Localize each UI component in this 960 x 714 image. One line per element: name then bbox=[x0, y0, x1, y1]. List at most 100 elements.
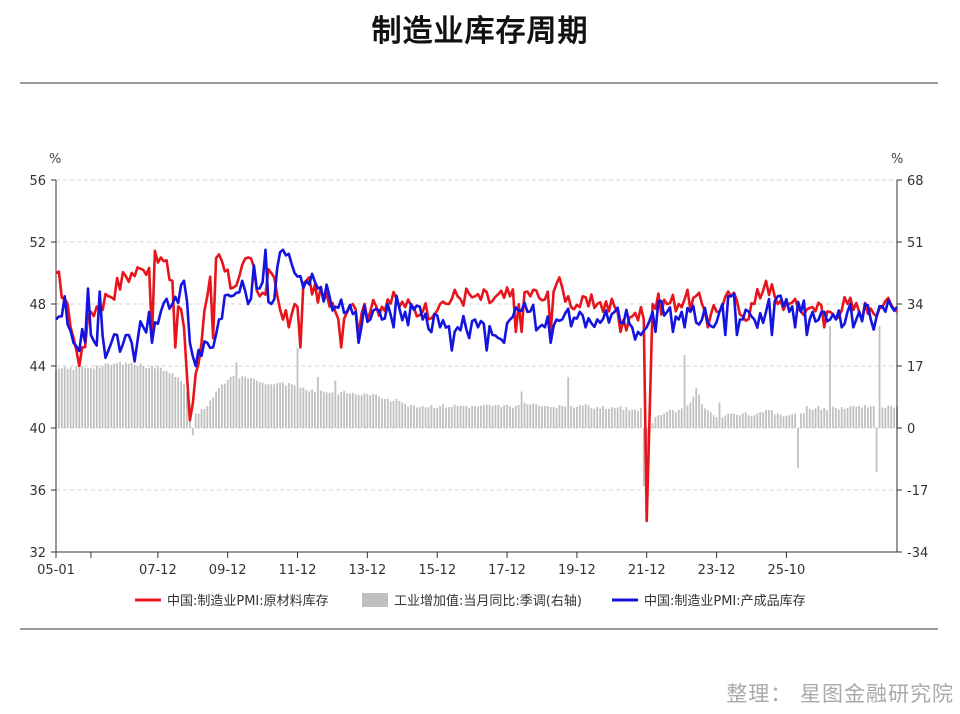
industrial-yoy-bar bbox=[541, 406, 543, 428]
industrial-yoy-bar bbox=[75, 366, 78, 428]
industrial-yoy-bar bbox=[695, 387, 698, 428]
industrial-yoy-bar bbox=[154, 368, 156, 428]
industrial-yoy-bar bbox=[354, 394, 357, 428]
x-tick-label: 09-12 bbox=[209, 563, 247, 578]
industrial-yoy-bar bbox=[317, 376, 319, 428]
industrial-yoy-bar bbox=[372, 393, 375, 428]
industrial-yoy-bar bbox=[334, 380, 337, 428]
industrial-yoy-bar bbox=[127, 363, 130, 428]
industrial-yoy-bar bbox=[567, 376, 570, 428]
industrial-yoy-bar bbox=[555, 408, 558, 428]
industrial-yoy-bar bbox=[503, 405, 506, 428]
x-tick-label: 13-12 bbox=[348, 563, 386, 578]
industrial-yoy-bar bbox=[311, 389, 313, 428]
industrial-yoy-bar bbox=[698, 394, 701, 428]
industrial-yoy-bar bbox=[63, 366, 66, 428]
industrial-yoy-bar bbox=[413, 405, 415, 428]
right-axis-unit: % bbox=[891, 152, 903, 167]
industrial-yoy-bar bbox=[864, 405, 866, 428]
industrial-yoy-bar bbox=[351, 392, 354, 428]
industrial-yoy-bar bbox=[488, 404, 491, 428]
industrial-yoy-bar bbox=[430, 405, 433, 428]
industrial-yoy-bar bbox=[474, 406, 476, 428]
industrial-yoy-bar bbox=[692, 396, 695, 428]
industrial-yoy-bar bbox=[226, 380, 229, 428]
industrial-yoy-bar bbox=[479, 405, 482, 428]
industrial-yoy-bar bbox=[279, 382, 281, 428]
industrial-yoy-bar bbox=[506, 404, 508, 428]
industrial-yoy-bar bbox=[741, 413, 744, 428]
industrial-yoy-bar bbox=[546, 406, 549, 428]
industrial-yoy-bar bbox=[890, 405, 893, 428]
industrial-yoy-bar bbox=[287, 382, 290, 428]
industrial-yoy-bar bbox=[738, 415, 741, 428]
industrial-yoy-bar bbox=[183, 384, 185, 428]
industrial-yoy-bar bbox=[276, 383, 279, 428]
industrial-yoy-bar bbox=[290, 384, 293, 428]
right-tick-label: 0 bbox=[907, 422, 915, 437]
industrial-yoy-bar bbox=[666, 411, 669, 428]
industrial-yoy-bar bbox=[369, 395, 372, 428]
industrial-yoy-bar bbox=[238, 378, 241, 428]
industrial-yoy-bar bbox=[69, 367, 72, 428]
industrial-yoy-bar bbox=[462, 406, 465, 428]
industrial-yoy-bar bbox=[843, 408, 846, 428]
industrial-yoy-bar bbox=[383, 399, 386, 428]
series-lines bbox=[55, 248, 899, 523]
industrial-yoy-bar bbox=[590, 408, 593, 428]
left-tick-label: 32 bbox=[29, 546, 46, 561]
industrial-yoy-bar bbox=[491, 406, 494, 428]
industrial-yoy-bar bbox=[325, 392, 328, 428]
industrial-yoy-bar bbox=[252, 378, 255, 428]
industrial-yoy-bar bbox=[284, 385, 287, 428]
chart-title: 制造业库存周期 bbox=[371, 14, 589, 49]
industrial-yoy-bar bbox=[887, 405, 890, 428]
industrial-yoy-bar bbox=[637, 410, 639, 428]
industrial-yoy-bar bbox=[584, 403, 587, 428]
industrial-yoy-bar bbox=[95, 365, 98, 428]
industrial-yoy-bar bbox=[814, 408, 817, 428]
industrial-yoy-bar bbox=[756, 413, 759, 428]
industrial-yoy-bar bbox=[727, 413, 730, 428]
left-tick-label: 40 bbox=[29, 422, 46, 437]
industrial-yoy-bar bbox=[587, 405, 590, 428]
industrial-yoy-bar bbox=[349, 393, 351, 428]
industrial-yoy-bar bbox=[145, 368, 148, 428]
industrial-yoy-bar bbox=[98, 367, 101, 428]
industrial-yoy-bar bbox=[360, 395, 363, 428]
industrial-yoy-bar bbox=[299, 387, 302, 428]
industrial-yoy-bar bbox=[293, 385, 296, 428]
x-tick-label: 23-12 bbox=[698, 563, 736, 578]
industrial-yoy-bar bbox=[680, 408, 683, 428]
industrial-yoy-bar bbox=[267, 383, 270, 428]
industrial-yoy-bar bbox=[270, 384, 273, 428]
industrial-yoy-bar bbox=[439, 406, 442, 428]
industrial-yoy-bar bbox=[605, 409, 607, 428]
industrial-yoy-bar bbox=[386, 398, 389, 428]
industrial-yoy-bar bbox=[218, 387, 220, 428]
industrial-yoy-bar bbox=[549, 406, 552, 428]
industrial-yoy-bar bbox=[654, 417, 657, 428]
industrial-yoy-bar bbox=[174, 376, 177, 428]
industrial-yoy-bar bbox=[701, 404, 703, 428]
industrial-yoy-bar bbox=[788, 415, 791, 428]
industrial-yoy-bar bbox=[133, 364, 136, 428]
industrial-yoy-bar bbox=[404, 404, 407, 428]
industrial-yoy-bar bbox=[514, 405, 517, 428]
industrial-yoy-bar bbox=[250, 377, 252, 428]
industrial-yoy-bar bbox=[453, 404, 456, 428]
industrial-yoy-bar bbox=[561, 406, 564, 428]
industrial-yoy-bar bbox=[421, 406, 424, 428]
source-credit: 整理： 星图金融研究院 bbox=[726, 682, 954, 706]
industrial-yoy-bar bbox=[156, 365, 159, 428]
industrial-yoy-bar bbox=[782, 416, 785, 428]
industrial-yoy-bar bbox=[366, 394, 369, 428]
industrial-yoy-bar bbox=[319, 390, 322, 428]
industrial-yoy-bar bbox=[497, 404, 500, 428]
industrial-yoy-bar bbox=[552, 407, 555, 428]
industrial-yoy-bar bbox=[200, 409, 203, 428]
industrial-yoy-bar bbox=[357, 394, 360, 428]
industrial-yoy-bar bbox=[58, 368, 60, 428]
industrial-yoy-bar bbox=[168, 373, 171, 428]
industrial-yoy-bar bbox=[640, 407, 642, 428]
